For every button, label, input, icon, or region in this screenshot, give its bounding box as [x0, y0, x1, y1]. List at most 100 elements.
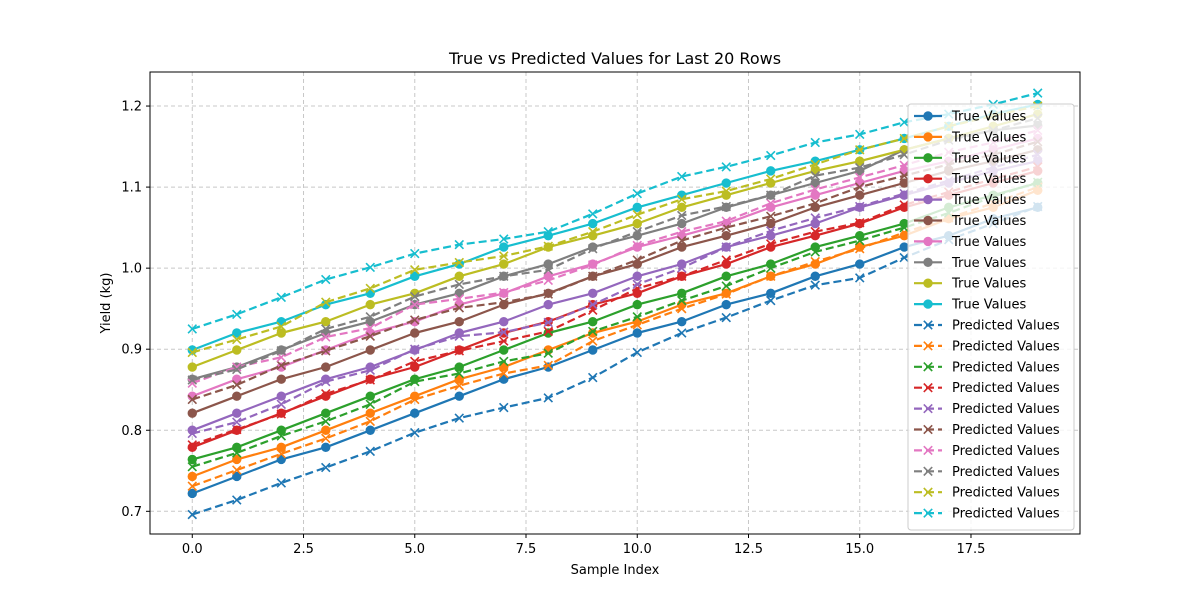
data-point — [854, 162, 865, 173]
series-line — [191, 92, 1038, 330]
plot-frame — [149, 71, 1081, 535]
y-axis-label: Yield (kg) — [99, 272, 114, 334]
data-point — [721, 312, 732, 323]
data-point — [454, 413, 465, 423]
data-point — [543, 289, 554, 299]
legend-item: True Values — [914, 256, 1026, 271]
data-point — [365, 425, 375, 435]
series-line — [192, 181, 1038, 461]
data-point — [543, 317, 554, 328]
data-point — [365, 312, 376, 322]
legend-label: Predicted Values — [952, 319, 1060, 334]
data-point — [498, 271, 509, 282]
data-point — [321, 442, 331, 452]
data-point — [854, 201, 865, 212]
data-point — [232, 364, 242, 375]
data-point — [587, 209, 598, 219]
data-point — [321, 425, 331, 435]
data-point — [765, 239, 776, 249]
data-point — [409, 394, 420, 405]
data-point — [632, 209, 643, 220]
data-point — [499, 242, 509, 252]
data-point — [721, 281, 732, 291]
data-point — [676, 271, 687, 282]
data-point — [632, 271, 642, 281]
data-point — [498, 251, 509, 261]
data-point — [899, 252, 909, 263]
legend-label: True Values — [951, 256, 1026, 271]
data-point — [721, 186, 732, 196]
legend-item: Predicted Values — [914, 339, 1060, 354]
data-point — [499, 259, 509, 269]
data-point — [587, 299, 598, 310]
series-line — [191, 104, 1038, 354]
legend-marker — [923, 487, 933, 497]
data-point — [276, 321, 287, 332]
legend-item: Predicted Values — [914, 381, 1060, 396]
data-point — [276, 448, 287, 459]
x-tick-label: 17.5 — [957, 542, 986, 557]
data-point — [276, 454, 286, 465]
x-tick-label: 12.5 — [734, 542, 763, 557]
true-series — [187, 145, 1043, 418]
data-point — [232, 471, 242, 482]
data-point — [365, 416, 376, 427]
data-point — [765, 150, 776, 161]
data-point — [855, 259, 865, 269]
data-point — [588, 316, 598, 327]
data-point — [721, 231, 731, 241]
data-point — [632, 320, 643, 330]
data-point — [721, 216, 732, 226]
series-line — [191, 129, 1038, 385]
legend-marker — [923, 341, 933, 351]
data-point — [276, 478, 287, 488]
data-point — [499, 316, 509, 327]
legend-label: True Values — [951, 193, 1026, 208]
data-point — [810, 170, 821, 181]
data-point — [676, 171, 687, 182]
legend-label: True Values — [951, 298, 1026, 313]
data-point — [276, 442, 286, 452]
data-point — [410, 408, 420, 418]
data-point — [587, 336, 598, 346]
legend-label: True Values — [951, 277, 1026, 292]
data-point — [410, 271, 420, 281]
legend-item: Predicted Values — [914, 319, 1060, 334]
data-point — [232, 408, 242, 418]
data-point — [810, 190, 820, 200]
data-point — [899, 200, 909, 210]
legend-marker — [923, 111, 933, 121]
data-point — [632, 255, 643, 265]
data-point — [899, 188, 909, 199]
data-point — [854, 243, 865, 254]
series-line — [191, 206, 1038, 495]
series-line — [191, 189, 1039, 478]
legend-marker — [923, 466, 933, 477]
data-point — [854, 129, 865, 140]
data-point — [1032, 88, 1043, 98]
data-point — [410, 362, 420, 372]
data-point — [365, 365, 376, 376]
data-point — [766, 218, 776, 229]
data-point — [899, 178, 909, 188]
series-line — [192, 117, 1038, 382]
series-line — [191, 181, 1039, 468]
series-line — [191, 148, 1038, 415]
data-point — [454, 239, 465, 250]
data-point — [543, 326, 554, 337]
data-point — [855, 190, 865, 200]
data-point — [721, 178, 731, 188]
data-point — [899, 222, 909, 233]
data-point — [810, 226, 821, 237]
y-tick-label: 0.8 — [121, 424, 142, 439]
data-point — [454, 380, 465, 391]
data-point — [855, 156, 865, 166]
data-point — [187, 454, 197, 465]
series-line — [191, 113, 1038, 369]
data-point — [187, 408, 197, 418]
data-point — [810, 184, 821, 195]
legend-label: Predicted Values — [952, 339, 1060, 354]
data-point — [721, 162, 732, 172]
data-point — [276, 431, 287, 441]
